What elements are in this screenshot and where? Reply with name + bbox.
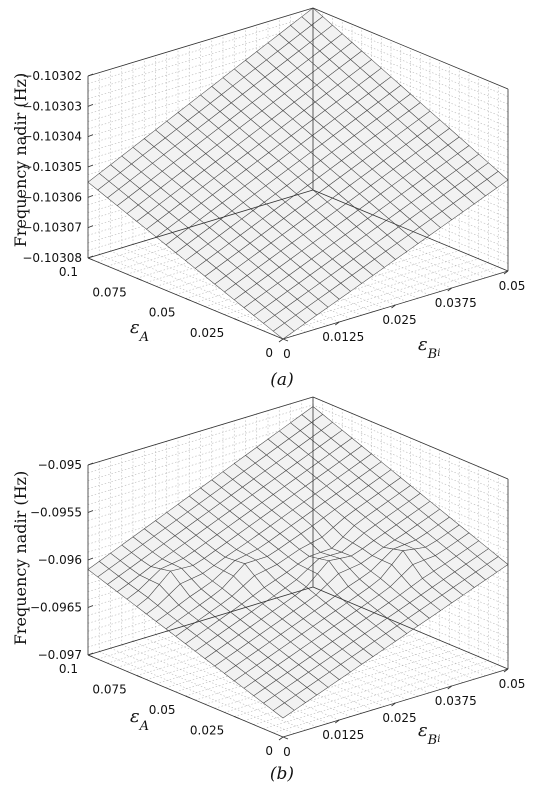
z-tick-label: −0.096 <box>38 553 82 567</box>
x-tick-mark <box>283 737 288 739</box>
y-tick-label: 0.025 <box>382 711 416 725</box>
x-tick-label: 0.1 <box>59 265 78 279</box>
x-tick-mark <box>283 339 288 341</box>
z-tick-label: −0.095 <box>38 458 82 472</box>
y-axis-label: εBi <box>418 334 440 362</box>
x-tick-mark <box>88 655 93 657</box>
y-tick-label: 0.0375 <box>435 694 477 708</box>
y-tick-label: 0.05 <box>499 279 526 293</box>
x-axis-label: εA <box>130 706 149 734</box>
x-axis-label: εA <box>130 317 149 345</box>
y-tick-label: 0 <box>283 347 291 361</box>
y-tick-label: 0.0375 <box>435 296 477 310</box>
x-tick-mark <box>88 258 93 260</box>
y-tick-mark <box>279 339 283 342</box>
x-tick-mark <box>234 717 239 719</box>
z-tick-label: −0.0965 <box>30 601 82 615</box>
x-tick-label: 0.075 <box>92 683 126 697</box>
z-tick-label: −0.10308 <box>22 251 82 265</box>
x-tick-mark <box>234 319 239 321</box>
x-tick-label: 0 <box>265 744 273 758</box>
surface-mesh <box>88 8 508 339</box>
x-tick-mark <box>186 299 191 301</box>
panel-label: (a) <box>270 370 293 390</box>
y-axis-label: εBi <box>418 720 440 748</box>
x-tick-label: 0.05 <box>149 703 176 717</box>
z-tick-label: −0.10307 <box>22 221 82 235</box>
x-tick-label: 0.025 <box>190 326 224 340</box>
panel-a-surface-plot: 0 0.025 0.05 0.075 0.1 0 0.0125 0.025 0.0375 0.05… <box>11 8 525 390</box>
panel-b-surface-plot: 0 0.025 0.05 0.075 0.1 0 0.0125 0.025 0.0375 0.05… <box>11 397 525 784</box>
y-tick-label: 0.05 <box>499 677 526 691</box>
x-tick-label: 0.1 <box>59 662 78 676</box>
z-tick-label: −0.10302 <box>22 69 82 83</box>
z-tick-label: −0.10304 <box>22 130 82 144</box>
y-tick-label: 0.0125 <box>322 330 364 344</box>
panel-label: (b) <box>270 764 294 784</box>
z-tick-label: −0.097 <box>38 648 82 662</box>
z-axis-label: Frequency nadir (Hz) <box>11 73 30 247</box>
x-tick-label: 0 <box>265 346 273 360</box>
y-tick-label: 0.0125 <box>322 728 364 742</box>
z-tick-label: −0.0955 <box>30 506 82 520</box>
y-tick-mark <box>279 737 283 740</box>
x-tick-mark <box>137 676 142 678</box>
x-tick-mark <box>186 696 191 698</box>
z-tick-label: −0.10305 <box>22 160 82 174</box>
z-tick-label: −0.10303 <box>22 99 82 113</box>
x-tick-label: 0.025 <box>190 724 224 738</box>
x-tick-label: 0.05 <box>149 306 176 320</box>
z-axis-label: Frequency nadir (Hz) <box>11 471 30 645</box>
y-tick-label: 0.025 <box>382 313 416 327</box>
z-tick-label: −0.10306 <box>22 190 82 204</box>
x-tick-label: 0.075 <box>92 285 126 299</box>
x-tick-mark <box>137 278 142 280</box>
y-tick-label: 0 <box>283 745 291 759</box>
